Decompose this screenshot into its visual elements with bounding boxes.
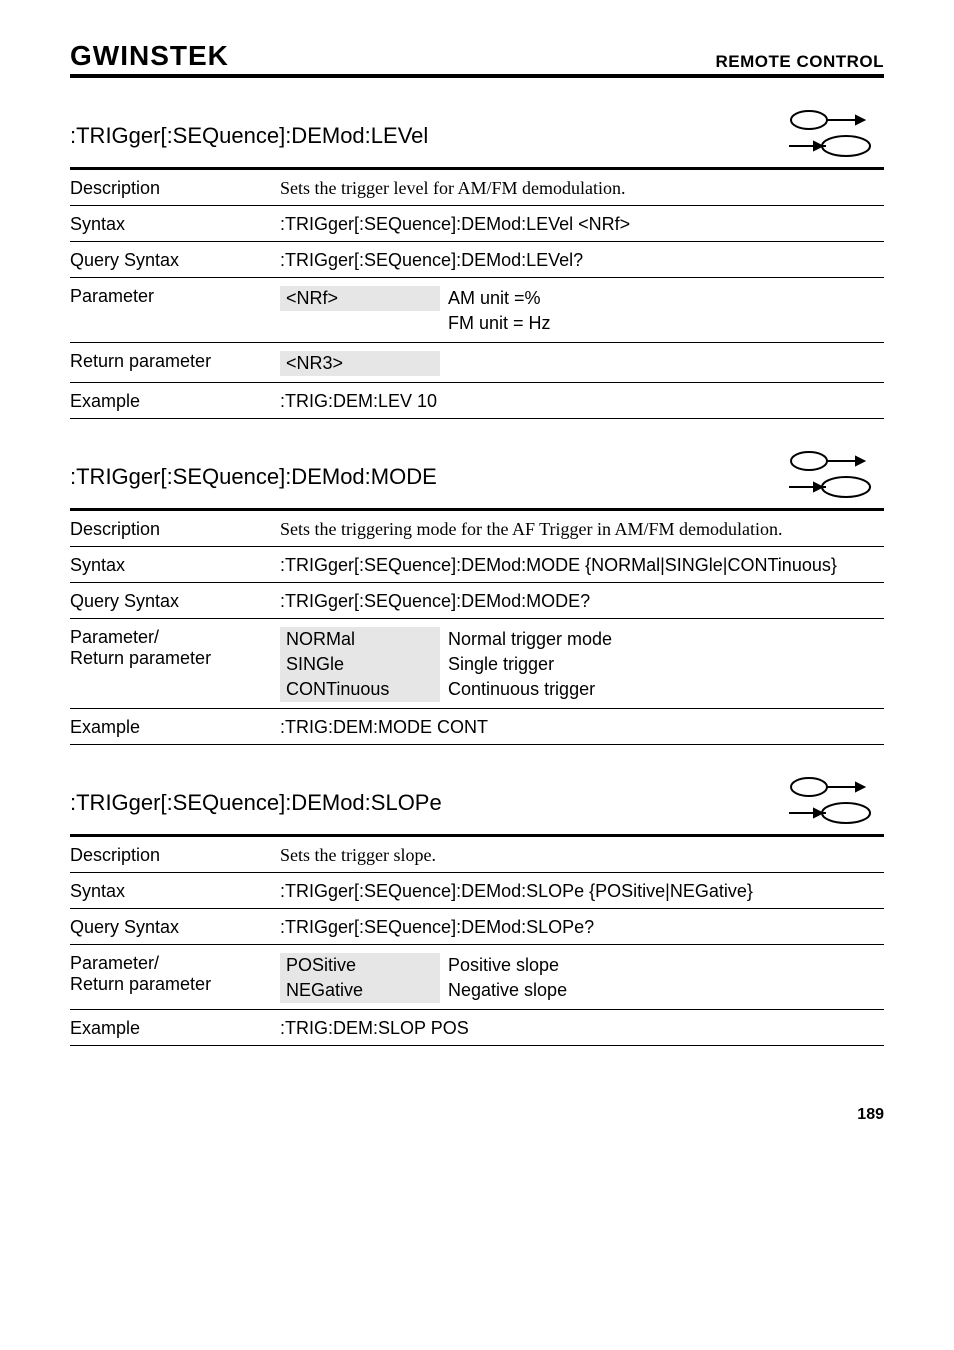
table-row: Syntax:TRIGger[:SEQuence]:DEMod:MODE {NO… (70, 547, 884, 583)
set-query-icon (774, 449, 884, 499)
row-value: :TRIGger[:SEQuence]:DEMod:SLOPe {POSitiv… (280, 881, 884, 902)
row-right-column: Positive slopeNegative slope (448, 953, 884, 1003)
table-row: Example:TRIG:DEM:MODE CONT (70, 709, 884, 745)
parameter-description: AM unit =% (448, 286, 884, 311)
row-label: Example (70, 717, 280, 738)
row-value: :TRIGger[:SEQuence]:DEMod:LEVel? (280, 250, 884, 271)
row-mid-column: <NRf> (280, 286, 440, 311)
logo: GWINSTEK (70, 40, 229, 72)
set-query-icon (774, 108, 884, 158)
parameter-description: FM unit = Hz (448, 311, 884, 336)
parameter-description: Positive slope (448, 953, 884, 978)
table-row: Parameter/Return parameterPOSitiveNEGati… (70, 945, 884, 1010)
row-value: :TRIG:DEM:SLOP POS (280, 1018, 884, 1039)
header-title: REMOTE CONTROL (716, 52, 885, 72)
row-label: Query Syntax (70, 917, 280, 938)
row-label: Example (70, 391, 280, 412)
table-row: Parameter<NRf> AM unit =%FM unit = Hz (70, 278, 884, 343)
section-title: :TRIGger[:SEQuence]:DEMod:MODE (70, 464, 437, 490)
table-row: Query Syntax:TRIGger[:SEQuence]:DEMod:MO… (70, 583, 884, 619)
row-value: Sets the triggering mode for the AF Trig… (280, 519, 884, 540)
row-value: :TRIG:DEM:MODE CONT (280, 717, 884, 738)
row-value: :TRIG:DEM:LEV 10 (280, 391, 884, 412)
parameter-value: SINGle (280, 652, 440, 677)
row-label: Syntax (70, 555, 280, 576)
section-title-row: :TRIGger[:SEQuence]:DEMod:LEVel (70, 108, 884, 163)
section-title-row: :TRIGger[:SEQuence]:DEMod:MODE (70, 449, 884, 504)
table-row: DescriptionSets the triggering mode for … (70, 511, 884, 547)
parameter-description (448, 351, 884, 355)
parameter-description: Normal trigger mode (448, 627, 884, 652)
set-query-icon (774, 775, 884, 825)
table-row: DescriptionSets the trigger level for AM… (70, 170, 884, 206)
row-label: Syntax (70, 214, 280, 235)
row-right-column (448, 351, 884, 355)
row-label: Description (70, 845, 280, 866)
row-label: Description (70, 519, 280, 540)
row-label: Return parameter (70, 351, 280, 372)
parameter-value: POSitive (280, 953, 440, 978)
parameter-description: Continuous trigger (448, 677, 884, 702)
page-number: 189 (70, 1106, 884, 1124)
parameter-description: Negative slope (448, 978, 884, 1003)
parameter-value: <NRf> (280, 286, 440, 311)
row-value: :TRIGger[:SEQuence]:DEMod:MODE? (280, 591, 884, 612)
table-row: Syntax:TRIGger[:SEQuence]:DEMod:SLOPe {P… (70, 873, 884, 909)
page-header: GWINSTEK REMOTE CONTROL (70, 40, 884, 78)
table-row: Query Syntax:TRIGger[:SEQuence]:DEMod:LE… (70, 242, 884, 278)
row-value: :TRIGger[:SEQuence]:DEMod:MODE {NORMal|S… (280, 555, 884, 576)
parameter-description: Single trigger (448, 652, 884, 677)
row-value: :TRIGger[:SEQuence]:DEMod:LEVel <NRf> (280, 214, 884, 235)
parameter-value: <NR3> (280, 351, 440, 376)
table-row: Query Syntax:TRIGger[:SEQuence]:DEMod:SL… (70, 909, 884, 945)
row-right-column: AM unit =%FM unit = Hz (448, 286, 884, 336)
parameter-value: NORMal (280, 627, 440, 652)
table-row: Return parameter<NR3> (70, 343, 884, 383)
row-right-column: Normal trigger modeSingle triggerContinu… (448, 627, 884, 702)
table-row: Example:TRIG:DEM:SLOP POS (70, 1010, 884, 1046)
row-label: Example (70, 1018, 280, 1039)
row-label: Description (70, 178, 280, 199)
section-title: :TRIGger[:SEQuence]:DEMod:SLOPe (70, 790, 442, 816)
table-row: Syntax:TRIGger[:SEQuence]:DEMod:LEVel <N… (70, 206, 884, 242)
parameter-value: NEGative (280, 978, 440, 1003)
row-value: :TRIGger[:SEQuence]:DEMod:SLOPe? (280, 917, 884, 938)
table-row: Parameter/Return parameterNORMalSINGleCO… (70, 619, 884, 709)
parameter-value: CONTinuous (280, 677, 440, 702)
section-title: :TRIGger[:SEQuence]:DEMod:LEVel (70, 123, 428, 149)
row-mid-column: NORMalSINGleCONTinuous (280, 627, 440, 702)
row-value: Sets the trigger slope. (280, 845, 884, 866)
row-value: Sets the trigger level for AM/FM demodul… (280, 178, 884, 199)
row-mid-column: <NR3> (280, 351, 440, 376)
table-row: Example:TRIG:DEM:LEV 10 (70, 383, 884, 419)
row-mid-column: POSitiveNEGative (280, 953, 440, 1003)
row-label: Parameter/Return parameter (70, 953, 280, 995)
section-title-row: :TRIGger[:SEQuence]:DEMod:SLOPe (70, 775, 884, 830)
row-label: Query Syntax (70, 250, 280, 271)
row-label: Parameter/Return parameter (70, 627, 280, 669)
row-label: Syntax (70, 881, 280, 902)
row-label: Parameter (70, 286, 280, 307)
table-row: DescriptionSets the trigger slope. (70, 837, 884, 873)
row-label: Query Syntax (70, 591, 280, 612)
